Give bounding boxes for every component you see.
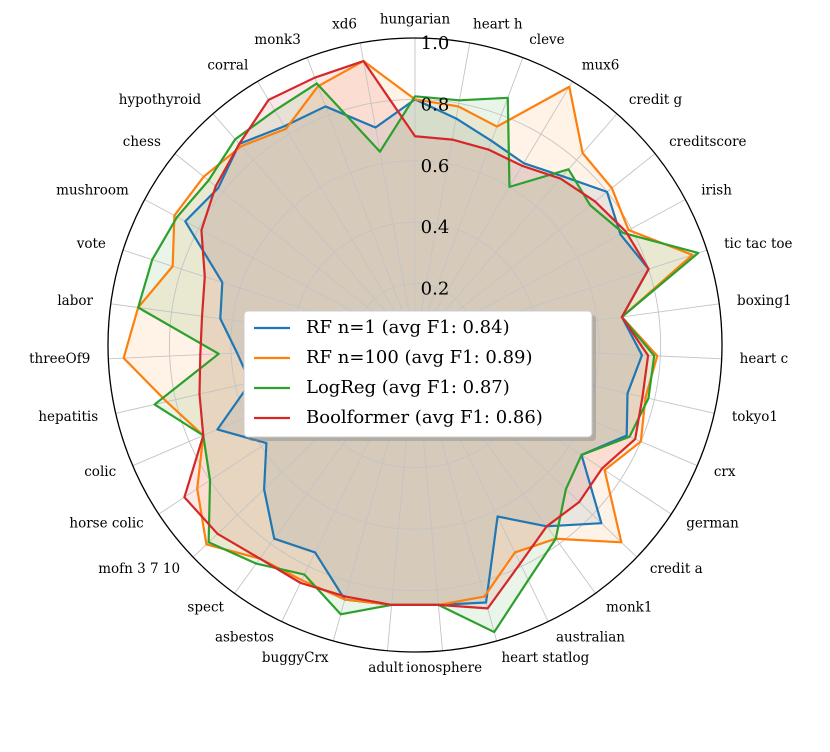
category-label: german bbox=[686, 516, 739, 532]
category-label: xd6 bbox=[332, 17, 357, 33]
series-lines bbox=[122, 59, 700, 634]
radial-tick-label: 1.0 bbox=[421, 33, 450, 54]
category-label: horse colic bbox=[69, 516, 143, 532]
category-label: hypothyroid bbox=[119, 92, 202, 108]
category-label: cleve bbox=[529, 32, 564, 48]
grid-spoke bbox=[414, 81, 573, 346]
radial-tick-label: 0.2 bbox=[421, 279, 450, 300]
outer-frame bbox=[107, 37, 723, 653]
radial-tick-label: 0.4 bbox=[421, 217, 450, 238]
category-label: colic bbox=[84, 464, 116, 480]
legend-label: RF n=100 (avg F1: 0.89) bbox=[306, 347, 533, 368]
radial-tick-label: 0.8 bbox=[421, 94, 450, 115]
category-label: heart c bbox=[740, 351, 788, 367]
category-label: credit g bbox=[629, 92, 683, 108]
grid-spoke bbox=[359, 42, 416, 346]
category-label: monk1 bbox=[606, 599, 652, 615]
legend-label: LogReg (avg F1: 0.87) bbox=[306, 377, 510, 398]
category-label: adult bbox=[368, 660, 404, 676]
category-label: irish bbox=[701, 182, 732, 198]
legend: RF n=1 (avg F1: 0.84) RF n=100 (avg F1: 0… bbox=[243, 310, 596, 441]
legend-label: RF n=1 (avg F1: 0.84) bbox=[306, 317, 510, 338]
category-label: australian bbox=[556, 629, 625, 645]
category-label: chess bbox=[123, 134, 161, 150]
grid-spoke bbox=[414, 57, 524, 346]
radial-tick-labels: 0.2 0.4 0.6 0.8 1.0 bbox=[421, 33, 450, 300]
grid-spoke bbox=[212, 113, 416, 346]
category-label: buggyCrx bbox=[262, 650, 329, 666]
category-label: creditscore bbox=[669, 134, 746, 150]
category-label: mux6 bbox=[582, 58, 620, 74]
grid-spoke bbox=[414, 42, 471, 346]
category-label: mushroom bbox=[56, 182, 129, 198]
category-label: threeOf9 bbox=[29, 351, 90, 367]
category-label: vote bbox=[76, 236, 106, 252]
category-label: tic tac toe bbox=[724, 236, 792, 252]
category-label: spect bbox=[187, 599, 224, 615]
category-label: hepatitis bbox=[38, 409, 98, 425]
category-label: mofn 3 7 10 bbox=[98, 561, 180, 577]
category-label: hungarian bbox=[380, 12, 451, 28]
category-label: credit a bbox=[650, 561, 703, 577]
category-label: labor bbox=[57, 293, 93, 309]
radial-tick-label: 0.6 bbox=[421, 156, 450, 177]
category-label: crx bbox=[714, 464, 736, 480]
category-labels: hungarian heart h cleve mux6 credit g credits… bbox=[29, 12, 792, 677]
category-label: boxing1 bbox=[737, 293, 792, 309]
category-label: tokyo1 bbox=[732, 409, 778, 425]
category-label: heart h bbox=[473, 17, 523, 33]
series-line-3 bbox=[183, 59, 650, 610]
category-label: heart statlog bbox=[501, 650, 589, 666]
category-label: ionosphere bbox=[406, 660, 482, 676]
category-label: asbestos bbox=[215, 629, 274, 645]
legend-box bbox=[243, 310, 593, 438]
category-label: monk3 bbox=[254, 32, 300, 48]
category-label: corral bbox=[207, 58, 248, 74]
legend-label: Boolformer (avg F1: 0.86) bbox=[306, 407, 543, 428]
